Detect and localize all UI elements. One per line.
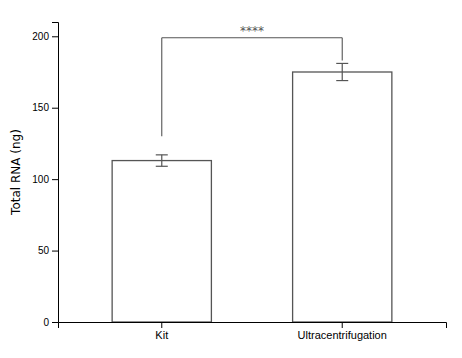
tick-label: 100 bbox=[32, 174, 49, 185]
tick: 0 bbox=[43, 317, 58, 328]
error-stem bbox=[342, 63, 343, 80]
tick: 150 bbox=[32, 102, 58, 113]
tick-label: 50 bbox=[38, 245, 50, 256]
tick-label: 200 bbox=[32, 31, 49, 42]
significance-text: **** bbox=[240, 24, 264, 38]
tick-mark bbox=[161, 322, 162, 328]
x-axis: Kit Ultracentrifugation bbox=[59, 322, 447, 341]
tick-label: 0 bbox=[43, 317, 49, 328]
marks bbox=[112, 38, 392, 322]
tick: 200 bbox=[32, 31, 58, 42]
tick: 50 bbox=[38, 245, 58, 256]
plot: **** 0 50 100 150 200 Kit Ultracentrifugation bbox=[32, 23, 446, 341]
bracket-right bbox=[342, 38, 343, 61]
tick: Ultracentrifugation bbox=[298, 322, 387, 341]
chart: **** 0 50 100 150 200 Kit Ultracentrifugation To… bbox=[0, 0, 462, 358]
error-bar bbox=[336, 63, 348, 80]
error-cap bbox=[336, 63, 348, 64]
tick-mark bbox=[52, 36, 58, 37]
y-axis-title: Total RNA (ng) bbox=[9, 129, 23, 216]
y-axis: 0 50 100 150 200 bbox=[32, 23, 58, 328]
bracket-left bbox=[161, 38, 162, 137]
tick: Kit bbox=[155, 322, 168, 341]
tick-mark bbox=[52, 322, 58, 323]
error-bar bbox=[156, 155, 168, 166]
tick-label: Kit bbox=[155, 329, 168, 341]
tick-mark bbox=[52, 179, 58, 180]
error-cap bbox=[156, 154, 168, 155]
tick: 100 bbox=[32, 174, 58, 185]
significance-bracket bbox=[162, 38, 342, 137]
axis-line bbox=[59, 323, 447, 329]
error-stem bbox=[161, 155, 162, 166]
tick-mark bbox=[52, 108, 58, 109]
tick-label: 150 bbox=[32, 102, 49, 113]
error-cap bbox=[156, 166, 168, 167]
tick-mark bbox=[52, 251, 58, 252]
axis-line bbox=[52, 23, 59, 323]
error-cap bbox=[336, 80, 348, 81]
bar bbox=[112, 161, 211, 322]
tick-label: Ultracentrifugation bbox=[298, 329, 387, 341]
bar bbox=[293, 72, 392, 322]
tick-mark bbox=[342, 322, 343, 328]
